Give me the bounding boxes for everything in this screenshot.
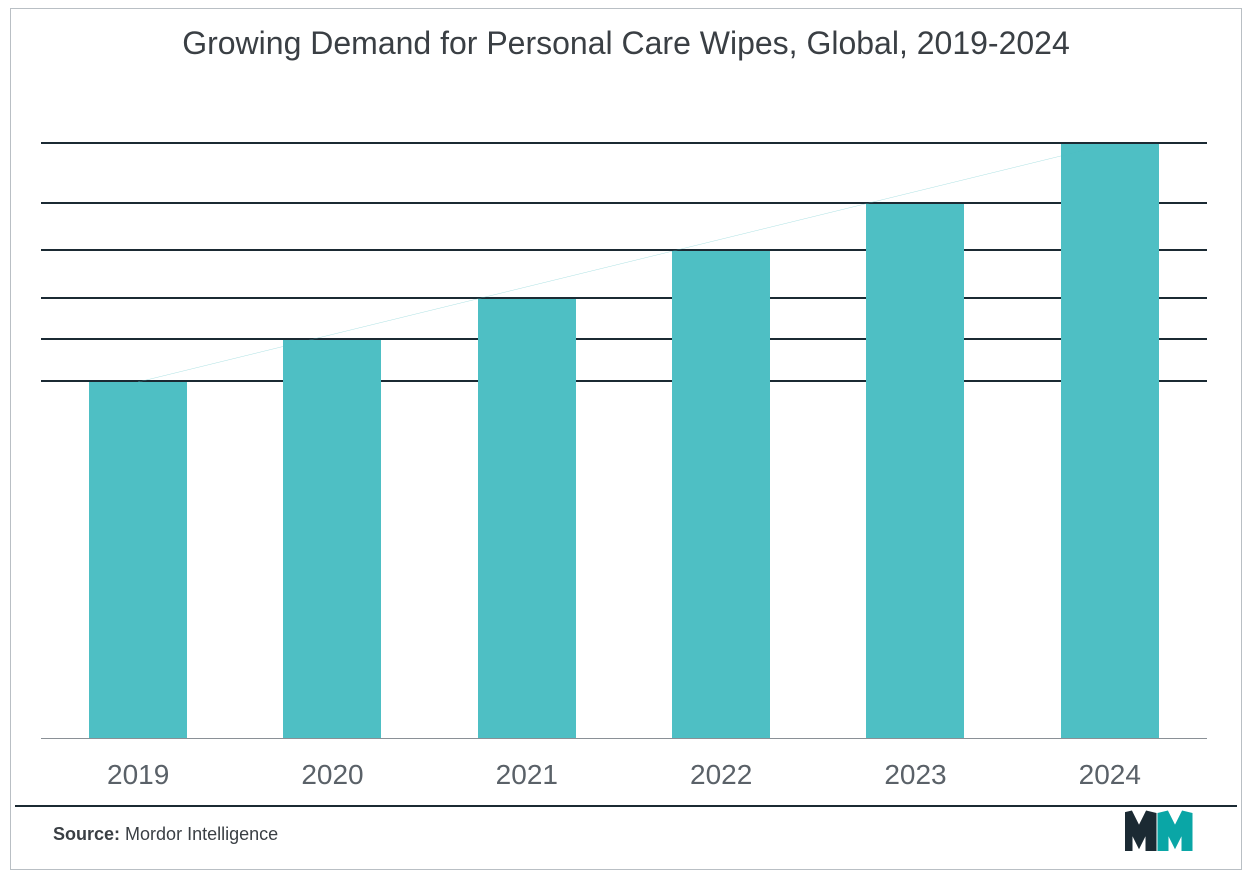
chart-frame: Growing Demand for Personal Care Wipes, … (0, 0, 1252, 880)
bar (672, 251, 770, 739)
bars-container (41, 144, 1207, 739)
plot-area (41, 144, 1207, 739)
x-axis-label: 2019 (41, 759, 235, 791)
bar (1061, 144, 1159, 739)
chart-title: Growing Demand for Personal Care Wipes, … (146, 23, 1105, 63)
bar-slot (430, 144, 624, 739)
source-attribution: Source: Mordor Intelligence (53, 824, 278, 845)
bar-slot (624, 144, 818, 739)
x-axis-label: 2021 (430, 759, 624, 791)
bar (866, 204, 964, 740)
x-axis-labels: 201920202021202220232024 (41, 759, 1207, 791)
bar (283, 340, 381, 739)
bar-slot (818, 144, 1012, 739)
x-axis-label: 2024 (1013, 759, 1207, 791)
logo-m-right (1163, 813, 1187, 851)
x-axis-baseline (41, 738, 1207, 739)
bar-slot (41, 144, 235, 739)
bar-slot (235, 144, 429, 739)
source-value: Mordor Intelligence (125, 824, 278, 844)
source-label: Source: (53, 824, 120, 844)
logo-m-left (1127, 813, 1151, 851)
bar-slot (1013, 144, 1207, 739)
x-axis-label: 2023 (818, 759, 1012, 791)
x-axis-label: 2020 (235, 759, 429, 791)
bar (89, 382, 187, 739)
brand-logo-icon (1125, 807, 1203, 855)
footer-rule (15, 805, 1237, 807)
chart-card: Growing Demand for Personal Care Wipes, … (10, 8, 1242, 870)
bar (478, 299, 576, 739)
x-axis-label: 2022 (624, 759, 818, 791)
